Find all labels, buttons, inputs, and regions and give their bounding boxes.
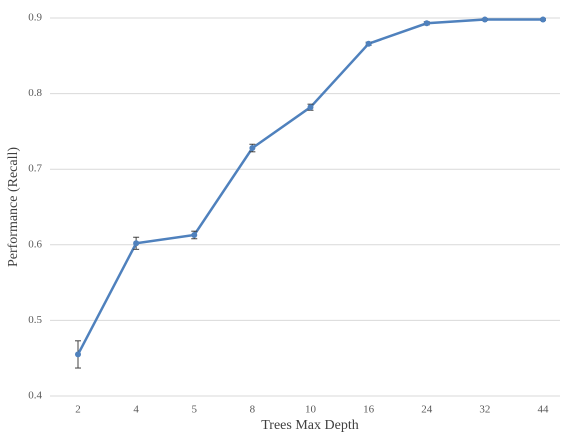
data-point <box>133 240 140 247</box>
x-tick-label: 32 <box>479 404 490 416</box>
data-point <box>481 16 488 23</box>
data-point <box>75 351 81 358</box>
y-tick-label: 0.5 <box>28 314 42 326</box>
y-axis-title: Performance (Recall) <box>6 147 21 267</box>
x-tick-label: 5 <box>192 404 198 416</box>
data-point <box>540 16 546 23</box>
x-tick-label: 2 <box>75 404 81 416</box>
y-tick-label: 0.6 <box>28 238 42 250</box>
x-tick-label: 44 <box>538 404 550 416</box>
x-tick-label: 8 <box>250 404 256 416</box>
y-tick-label: 0.7 <box>28 163 42 175</box>
data-point <box>191 231 198 238</box>
y-tick-label: 0.4 <box>28 390 42 402</box>
data-point <box>365 40 372 47</box>
x-tick-label: 16 <box>363 404 375 416</box>
x-tick-label: 4 <box>133 404 139 416</box>
data-point <box>307 104 314 111</box>
x-tick-label: 10 <box>305 404 317 416</box>
data-line <box>76 18 543 355</box>
data-point <box>423 20 430 27</box>
x-tick-label: 24 <box>421 404 433 416</box>
y-tick-label: 0.8 <box>28 87 42 99</box>
y-tick-label: 0.9 <box>28 12 42 24</box>
x-axis-title: Trees Max Depth <box>261 418 358 433</box>
data-point <box>249 145 256 152</box>
